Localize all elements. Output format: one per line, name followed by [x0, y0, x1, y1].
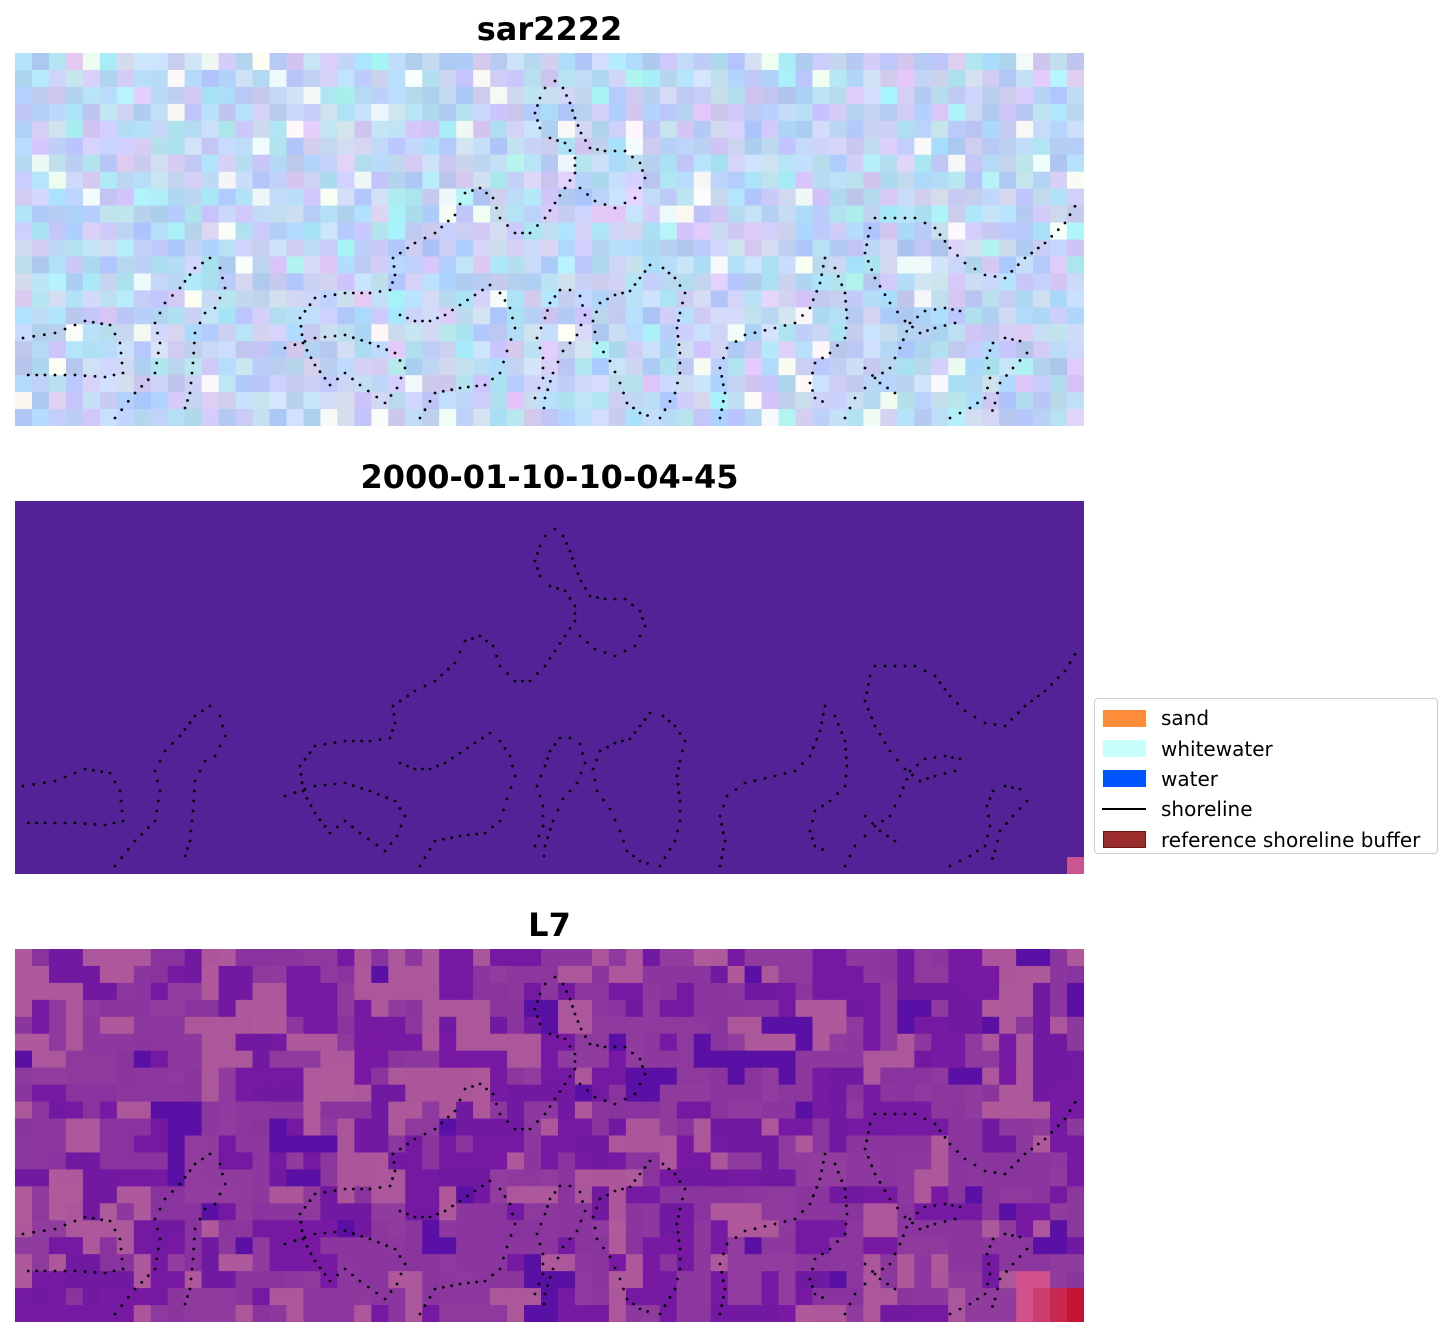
legend: sand whitewater water shoreline referenc…: [1094, 698, 1438, 854]
panel-title-sar: sar2222: [476, 10, 623, 48]
legend-swatch-sand: [1102, 709, 1146, 727]
sar-image-panel: [15, 53, 1084, 426]
classified-fill: [15, 501, 1084, 874]
legend-label: shoreline: [1161, 797, 1253, 822]
pixel-grid: [15, 53, 1084, 426]
panel-title-date: 2000-01-10-10-04-45: [360, 458, 739, 496]
panel-title-l7: L7: [528, 906, 571, 944]
legend-item-sand: sand: [1102, 703, 1430, 733]
shoreline-dots: [21, 527, 1077, 868]
legend-line-shoreline: [1102, 808, 1146, 811]
classified-image-panel: [15, 501, 1084, 874]
legend-item-shoreline: shoreline: [1102, 794, 1430, 824]
legend-label: water: [1161, 766, 1218, 791]
legend-item-whitewater: whitewater: [1102, 733, 1430, 763]
legend-swatch-whitewater: [1102, 740, 1146, 758]
legend-item-reference-buffer: reference shoreline buffer: [1102, 825, 1430, 855]
shoreline-dots: [21, 79, 1077, 420]
sar-image: [15, 53, 1084, 426]
classified-image: [15, 501, 1084, 874]
legend-label: whitewater: [1161, 736, 1273, 761]
index-image-panel: [15, 949, 1084, 1322]
pixel-grid: [15, 949, 1084, 1322]
legend-label: reference shoreline buffer: [1161, 827, 1421, 852]
legend-swatch-reference-buffer: [1102, 831, 1146, 849]
shoreline-dots: [21, 975, 1077, 1316]
legend-swatch-water: [1102, 770, 1146, 788]
legend-item-water: water: [1102, 764, 1430, 794]
legend-label: sand: [1161, 706, 1210, 731]
index-image: [15, 949, 1084, 1322]
